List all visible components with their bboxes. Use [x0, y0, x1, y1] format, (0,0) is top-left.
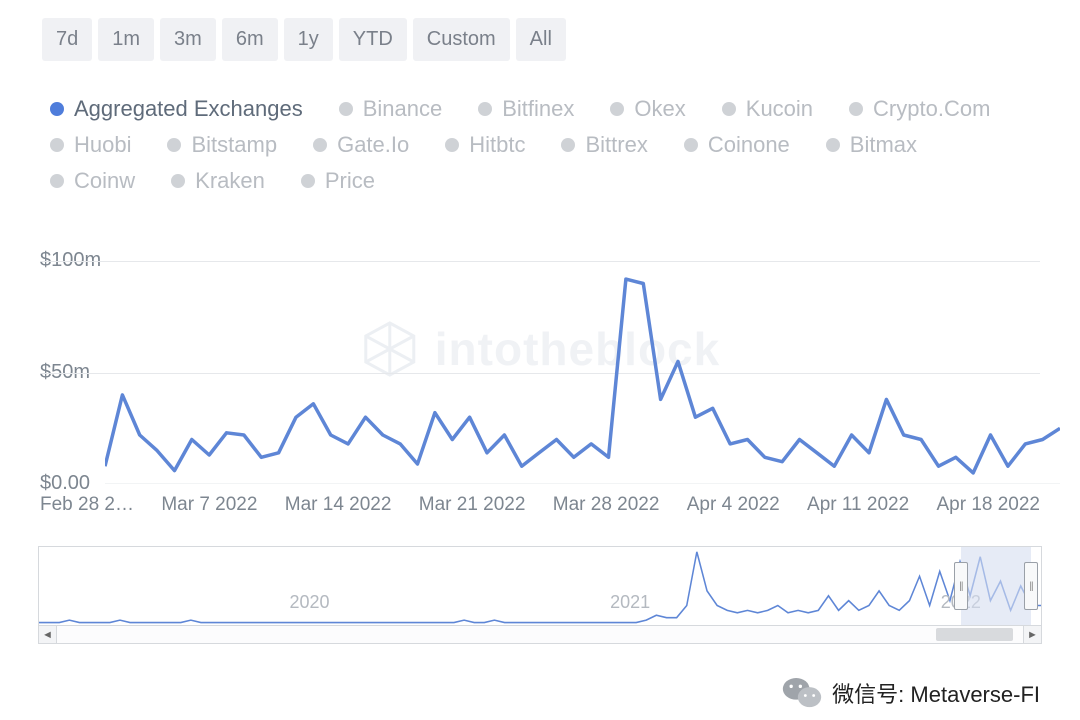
- overview-year-label: 2020: [290, 592, 330, 613]
- legend-dot-icon: [313, 138, 327, 152]
- range-6m-button[interactable]: 6m: [222, 18, 278, 61]
- legend-label: Okex: [634, 91, 685, 127]
- legend-label: Coinone: [708, 127, 790, 163]
- badge-id: Metaverse-FI: [910, 682, 1040, 707]
- legend-item-bitfinex[interactable]: Bitfinex: [478, 91, 574, 127]
- legend-item-gate-io[interactable]: Gate.Io: [313, 127, 409, 163]
- range-ytd-button[interactable]: YTD: [339, 18, 407, 61]
- legend-dot-icon: [50, 102, 64, 116]
- legend-label: Coinw: [74, 163, 135, 199]
- legend-item-huobi[interactable]: Huobi: [50, 127, 131, 163]
- legend-dot-icon: [610, 102, 624, 116]
- legend-item-bitmax[interactable]: Bitmax: [826, 127, 917, 163]
- main-chart: intotheblock $100m$50m$0.00: [40, 239, 1040, 484]
- legend-dot-icon: [684, 138, 698, 152]
- overview-panel: 202020212022 ◄ ►: [38, 546, 1042, 644]
- legend-label: Bittrex: [585, 127, 647, 163]
- legend-item-kucoin[interactable]: Kucoin: [722, 91, 813, 127]
- legend-item-coinw[interactable]: Coinw: [50, 163, 135, 199]
- range-7d-button[interactable]: 7d: [42, 18, 92, 61]
- legend-dot-icon: [561, 138, 575, 152]
- scroll-thumb[interactable]: [936, 628, 1013, 641]
- legend-dot-icon: [339, 102, 353, 116]
- legend-dot-icon: [445, 138, 459, 152]
- legend-label: Bitstamp: [191, 127, 277, 163]
- legend-dot-icon: [722, 102, 736, 116]
- overview-line-series: [39, 547, 1041, 625]
- x-tick-label: Mar 28 2022: [553, 494, 660, 516]
- x-tick-label: Feb 28 2…: [40, 494, 134, 516]
- legend-item-bitstamp[interactable]: Bitstamp: [167, 127, 277, 163]
- legend-label: Bitfinex: [502, 91, 574, 127]
- range-custom-button[interactable]: Custom: [413, 18, 510, 61]
- legend-item-crypto-com[interactable]: Crypto.Com: [849, 91, 990, 127]
- legend-item-price[interactable]: Price: [301, 163, 375, 199]
- legend-label: Price: [325, 163, 375, 199]
- x-tick-label: Apr 11 2022: [807, 494, 909, 516]
- legend-label: Gate.Io: [337, 127, 409, 163]
- badge-prefix: 微信号:: [832, 682, 904, 707]
- x-tick-label: Apr 4 2022: [687, 494, 780, 516]
- legend-item-bittrex[interactable]: Bittrex: [561, 127, 647, 163]
- legend-label: Hitbtc: [469, 127, 525, 163]
- legend-dot-icon: [849, 102, 863, 116]
- overview-scrollbar[interactable]: ◄ ►: [38, 626, 1042, 644]
- range-1m-button[interactable]: 1m: [98, 18, 154, 61]
- overview-year-label: 2021: [610, 592, 650, 613]
- x-tick-label: Apr 18 2022: [936, 494, 1040, 516]
- overview-chart[interactable]: 202020212022: [38, 546, 1042, 626]
- main-line-series: [105, 239, 1060, 484]
- overview-selection[interactable]: [961, 547, 1031, 625]
- legend-dot-icon: [301, 174, 315, 188]
- wechat-icon: [782, 676, 822, 710]
- y-tick-label: $0.00: [40, 472, 90, 495]
- series-legend: Aggregated Exchanges Binance Bitfinex Okex K…: [50, 91, 1040, 199]
- legend-item-binance[interactable]: Binance: [339, 91, 443, 127]
- legend-label: Crypto.Com: [873, 91, 990, 127]
- legend-label: Bitmax: [850, 127, 917, 163]
- wechat-badge: 微信号: Metaverse-FI: [782, 676, 1040, 710]
- x-tick-label: Mar 7 2022: [161, 494, 257, 516]
- scroll-track[interactable]: [57, 626, 1023, 643]
- range-1y-button[interactable]: 1y: [284, 18, 333, 61]
- legend-dot-icon: [478, 102, 492, 116]
- legend-dot-icon: [50, 174, 64, 188]
- legend-dot-icon: [167, 138, 181, 152]
- legend-dot-icon: [826, 138, 840, 152]
- legend-label: Binance: [363, 91, 443, 127]
- scroll-right-button[interactable]: ►: [1023, 626, 1041, 643]
- scroll-left-button[interactable]: ◄: [39, 626, 57, 643]
- overview-handle-left[interactable]: [954, 562, 968, 610]
- legend-dot-icon: [50, 138, 64, 152]
- legend-item-okex[interactable]: Okex: [610, 91, 685, 127]
- time-range-row: 7d1m3m6m1yYTDCustomAll: [42, 18, 1060, 61]
- range-3m-button[interactable]: 3m: [160, 18, 216, 61]
- legend-dot-icon: [171, 174, 185, 188]
- legend-item-aggregated-exchanges[interactable]: Aggregated Exchanges: [50, 91, 303, 127]
- legend-label: Kucoin: [746, 91, 813, 127]
- legend-label: Kraken: [195, 163, 265, 199]
- range-all-button[interactable]: All: [516, 18, 566, 61]
- overview-handle-right[interactable]: [1024, 562, 1038, 610]
- legend-item-coinone[interactable]: Coinone: [684, 127, 790, 163]
- legend-item-kraken[interactable]: Kraken: [171, 163, 265, 199]
- legend-item-hitbtc[interactable]: Hitbtc: [445, 127, 525, 163]
- x-axis-labels: Feb 28 2… Mar 7 2022 Mar 14 2022 Mar 21 202…: [40, 494, 1040, 516]
- legend-label: Huobi: [74, 127, 131, 163]
- x-tick-label: Mar 21 2022: [419, 494, 526, 516]
- legend-label: Aggregated Exchanges: [74, 91, 303, 127]
- x-tick-label: Mar 14 2022: [285, 494, 392, 516]
